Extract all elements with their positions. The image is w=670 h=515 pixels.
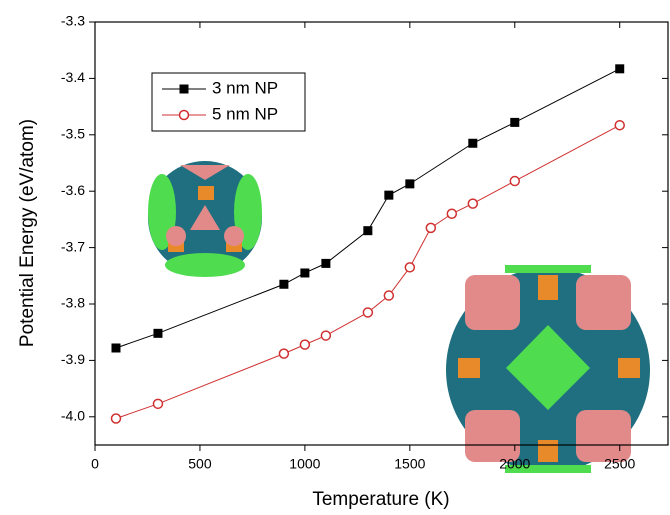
x-tick-label: 1500: [394, 456, 425, 472]
marker: [425, 222, 437, 234]
marker: [405, 179, 415, 189]
legend-box: [151, 72, 306, 132]
y-tick-label: -3.6: [61, 182, 85, 198]
legend-marker: [179, 84, 189, 94]
x-tick-label: 2000: [499, 456, 530, 472]
marker: [384, 190, 394, 200]
marker: [152, 398, 164, 410]
marker: [320, 330, 332, 341]
x-tick-label: 0: [91, 456, 99, 472]
marker: [153, 328, 163, 338]
x-tick-label: 500: [188, 456, 212, 472]
x-tick-label: 2500: [604, 456, 635, 472]
legend-marker: [178, 109, 190, 121]
marker: [279, 279, 289, 289]
x-tick-label: 1000: [289, 456, 320, 472]
marker: [510, 117, 520, 127]
marker: [362, 307, 374, 318]
y-tick-label: -4.0: [61, 408, 85, 424]
marker: [299, 339, 311, 350]
y-tick-label: -3.7: [61, 238, 85, 254]
marker: [404, 262, 416, 273]
marker: [615, 64, 625, 74]
legend-label: 5 nm NP: [212, 104, 278, 123]
marker: [321, 258, 331, 268]
marker: [111, 343, 121, 353]
y-tick-label: -3.4: [61, 69, 85, 85]
marker: [614, 119, 625, 131]
y-tick-label: -3.9: [61, 351, 85, 367]
nanoparticle-large: [446, 265, 650, 473]
marker: [363, 226, 373, 236]
y-tick-label: -3.8: [61, 295, 85, 311]
marker: [467, 198, 479, 209]
marker: [110, 413, 122, 424]
x-axis-title: Temperature (K): [312, 489, 449, 510]
y-tick-label: -3.5: [61, 126, 85, 142]
nanoparticle-small: [148, 161, 262, 277]
legend-label: 3 nm NP: [212, 78, 278, 97]
marker: [446, 208, 458, 220]
marker: [383, 290, 395, 301]
y-tick-label: -3.3: [61, 13, 85, 29]
y-axis-title: Potential Energy (eV/atom): [17, 119, 38, 347]
marker: [468, 138, 478, 148]
marker: [278, 348, 290, 359]
marker: [300, 268, 310, 278]
marker: [509, 175, 521, 187]
plot-frame: [94, 21, 669, 446]
